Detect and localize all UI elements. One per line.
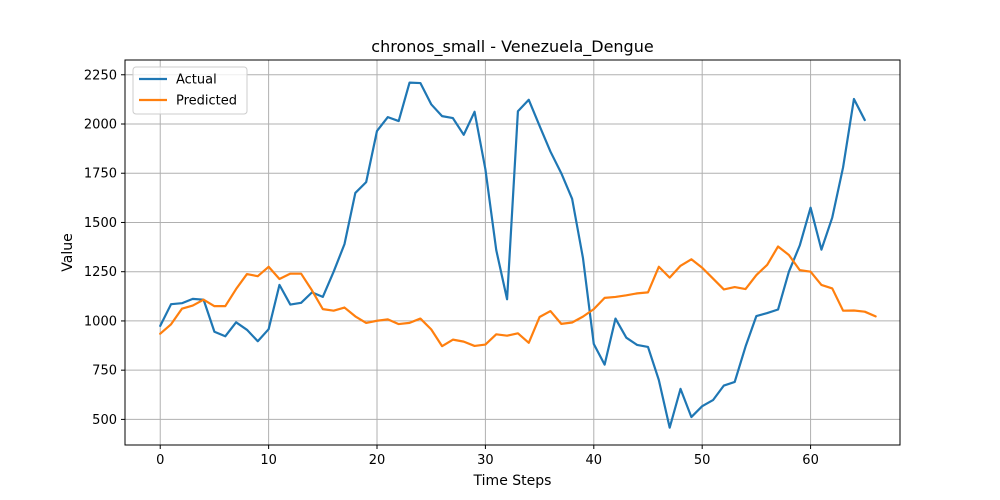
plot-area-border [124, 59, 901, 446]
grid [125, 60, 900, 445]
y-tick-label: 1500 [84, 216, 117, 231]
y-tick-label: 1750 [84, 167, 117, 182]
legend-label-predicted: Predicted [176, 94, 237, 109]
x-tick-label: 10 [260, 453, 277, 468]
x-tick-label: 20 [369, 453, 386, 468]
series-line-actual [159, 81, 866, 429]
legend-label-actual: Actual [176, 73, 217, 88]
x-tick-label: 50 [694, 453, 711, 468]
x-tick-label: 40 [586, 453, 603, 468]
chart-title: chronos_small - Venezuela_Dengue [371, 37, 653, 57]
y-tick-label: 1000 [84, 314, 117, 329]
x-axis-label: Time Steps [473, 473, 552, 489]
y-tick-label: 500 [92, 413, 117, 428]
series-line-predicted [159, 245, 877, 348]
y-tick-label: 2250 [84, 68, 117, 83]
y-axis-label: Value [60, 233, 76, 271]
x-axis: 0 10 20 30 40 50 60 [156, 445, 819, 468]
x-tick-label: 60 [802, 453, 819, 468]
legend: Actual Predicted [132, 66, 248, 115]
x-tick-label: 0 [156, 453, 164, 468]
y-tick-label: 1250 [84, 265, 117, 280]
y-tick-label: 750 [92, 364, 117, 379]
y-tick-label: 2000 [84, 118, 117, 133]
series-group [159, 81, 877, 429]
y-axis: 500 750 1000 1250 1500 1750 2000 2250 [84, 68, 125, 428]
x-tick-label: 30 [477, 453, 494, 468]
